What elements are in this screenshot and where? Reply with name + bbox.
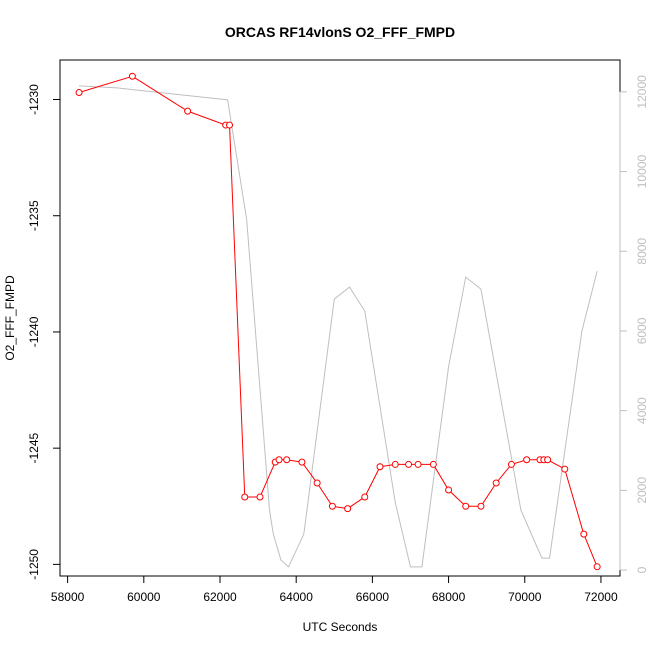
x-tick-label: 64000 bbox=[280, 590, 314, 604]
y2-tick-label: 8000 bbox=[635, 238, 649, 265]
series-left-line bbox=[78, 75, 598, 567]
data-point bbox=[492, 479, 500, 487]
plot-frame bbox=[59, 59, 621, 577]
data-point bbox=[283, 456, 291, 464]
x-tick-label: 70000 bbox=[508, 590, 542, 604]
data-point bbox=[313, 479, 321, 487]
data-point bbox=[462, 502, 470, 510]
y2-tick-label: 0 bbox=[635, 566, 649, 573]
data-point bbox=[477, 502, 485, 510]
series-right-line bbox=[79, 85, 598, 568]
y-axis-left: -1230 -1235 -1240 -1245 -1250 bbox=[27, 84, 61, 580]
data-point bbox=[226, 121, 234, 129]
y-tick-label: -1230 bbox=[27, 84, 41, 115]
x-tick-label: 72000 bbox=[584, 590, 618, 604]
data-point bbox=[256, 493, 264, 501]
data-point bbox=[544, 456, 552, 464]
data-point bbox=[445, 486, 453, 494]
data-point bbox=[75, 89, 83, 97]
data-point bbox=[507, 460, 515, 468]
x-tick-label: 62000 bbox=[203, 590, 237, 604]
data-point bbox=[241, 493, 249, 501]
data-point bbox=[298, 458, 306, 466]
chart-title: ORCAS RF14vlonS O2_FFF_FMPD bbox=[225, 24, 455, 40]
data-point bbox=[429, 460, 437, 468]
data-point bbox=[561, 465, 569, 473]
data-point bbox=[580, 530, 588, 538]
y-axis-label: O2_FFF_FMPD bbox=[3, 275, 17, 361]
y-tick-label: -1245 bbox=[27, 432, 41, 463]
data-point bbox=[391, 460, 399, 468]
x-tick-label: 60000 bbox=[127, 590, 161, 604]
y2-tick-label: 2000 bbox=[635, 477, 649, 504]
data-point bbox=[184, 107, 192, 115]
data-point bbox=[376, 463, 384, 471]
data-point bbox=[361, 493, 369, 501]
x-tick-label: 68000 bbox=[432, 590, 466, 604]
x-axis: 58000 60000 62000 64000 66000 68000 70000 72000 bbox=[51, 575, 618, 604]
data-point bbox=[344, 505, 352, 513]
x-axis-label: UTC Seconds bbox=[303, 620, 378, 634]
data-point bbox=[128, 72, 136, 80]
y2-tick-label: 10000 bbox=[635, 155, 649, 189]
y2-tick-label: 12000 bbox=[635, 75, 649, 109]
y-axis-right: 0 2000 4000 6000 8000 10000 12000 bbox=[619, 75, 649, 573]
y2-tick-label: 6000 bbox=[635, 317, 649, 344]
y-tick-label: -1250 bbox=[27, 549, 41, 580]
data-point bbox=[593, 563, 601, 571]
data-point bbox=[405, 460, 413, 468]
y-tick-label: -1235 bbox=[27, 200, 41, 231]
data-point bbox=[523, 456, 531, 464]
y2-tick-label: 4000 bbox=[635, 397, 649, 424]
data-point bbox=[328, 502, 336, 510]
x-tick-label: 58000 bbox=[51, 590, 85, 604]
series-layer bbox=[75, 72, 601, 571]
data-point bbox=[414, 460, 422, 468]
y-tick-label: -1240 bbox=[27, 316, 41, 347]
data-point bbox=[275, 456, 283, 464]
x-tick-label: 66000 bbox=[356, 590, 390, 604]
